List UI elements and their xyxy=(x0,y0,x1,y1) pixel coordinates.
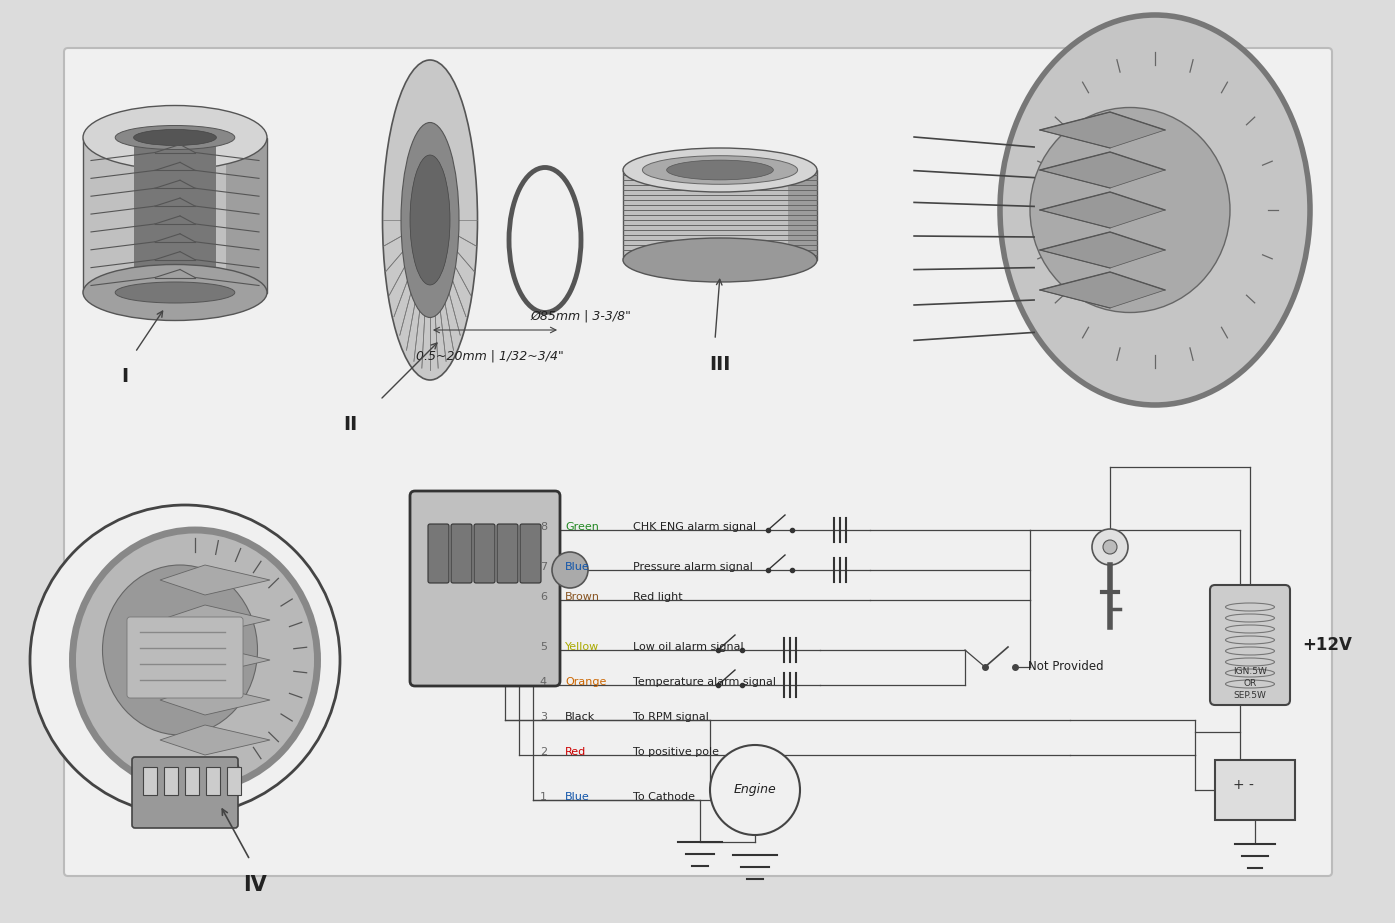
Polygon shape xyxy=(160,645,271,675)
Polygon shape xyxy=(1041,192,1165,228)
Ellipse shape xyxy=(624,148,817,192)
Text: + -: + - xyxy=(1233,778,1254,792)
FancyBboxPatch shape xyxy=(497,524,518,583)
Ellipse shape xyxy=(400,123,459,318)
Polygon shape xyxy=(226,138,266,293)
Text: 5: 5 xyxy=(540,642,547,652)
Text: To RPM signal: To RPM signal xyxy=(633,712,709,722)
Circle shape xyxy=(552,552,589,588)
Polygon shape xyxy=(82,138,266,293)
Text: Low oil alarm signal: Low oil alarm signal xyxy=(633,642,744,652)
Ellipse shape xyxy=(102,565,258,735)
FancyBboxPatch shape xyxy=(451,524,472,583)
Ellipse shape xyxy=(134,129,216,146)
FancyBboxPatch shape xyxy=(127,617,243,698)
FancyBboxPatch shape xyxy=(64,48,1332,876)
FancyBboxPatch shape xyxy=(410,491,559,686)
FancyBboxPatch shape xyxy=(474,524,495,583)
Text: Green: Green xyxy=(565,522,598,532)
Bar xyxy=(144,767,158,795)
Text: III: III xyxy=(709,355,731,374)
Bar xyxy=(1215,760,1295,820)
Bar xyxy=(206,767,220,795)
Text: Orange: Orange xyxy=(565,677,607,687)
Text: Yellow: Yellow xyxy=(565,642,600,652)
Polygon shape xyxy=(160,605,271,635)
Text: I: I xyxy=(121,367,128,387)
Ellipse shape xyxy=(82,105,266,170)
Text: Blue: Blue xyxy=(565,562,590,572)
Circle shape xyxy=(710,745,799,835)
Text: Brown: Brown xyxy=(565,592,600,602)
Text: Black: Black xyxy=(565,712,596,722)
Text: 3: 3 xyxy=(540,712,547,722)
FancyBboxPatch shape xyxy=(133,757,239,828)
Polygon shape xyxy=(1041,152,1165,188)
Polygon shape xyxy=(160,725,271,755)
Polygon shape xyxy=(134,138,216,287)
Polygon shape xyxy=(1041,232,1165,268)
Ellipse shape xyxy=(382,60,477,380)
Polygon shape xyxy=(788,170,817,260)
Ellipse shape xyxy=(73,530,318,790)
Polygon shape xyxy=(1041,272,1165,308)
Text: To positive pole: To positive pole xyxy=(633,747,718,757)
Text: 2: 2 xyxy=(540,747,547,757)
Polygon shape xyxy=(1041,112,1165,148)
Ellipse shape xyxy=(1000,15,1310,405)
Text: Blue: Blue xyxy=(565,792,590,802)
Bar xyxy=(165,767,179,795)
Text: To Cathode: To Cathode xyxy=(633,792,695,802)
Text: 1: 1 xyxy=(540,792,547,802)
Polygon shape xyxy=(160,565,271,595)
FancyBboxPatch shape xyxy=(428,524,449,583)
Text: Red: Red xyxy=(565,747,586,757)
FancyBboxPatch shape xyxy=(1209,585,1290,705)
Polygon shape xyxy=(624,170,817,260)
Text: IGN.5W
OR
SEP.5W: IGN.5W OR SEP.5W xyxy=(1233,667,1267,700)
Text: 7: 7 xyxy=(540,562,547,572)
Text: Pressure alarm signal: Pressure alarm signal xyxy=(633,562,753,572)
Ellipse shape xyxy=(624,238,817,282)
Text: IV: IV xyxy=(243,875,266,895)
Text: +12V: +12V xyxy=(1302,636,1352,654)
Ellipse shape xyxy=(643,156,798,185)
Ellipse shape xyxy=(116,282,234,303)
Text: 6: 6 xyxy=(540,592,547,602)
Ellipse shape xyxy=(410,155,451,285)
Text: Engine: Engine xyxy=(734,784,777,797)
Circle shape xyxy=(1092,529,1129,565)
Text: II: II xyxy=(343,415,357,434)
Ellipse shape xyxy=(1030,107,1230,313)
Text: 0.5~20mm | 1/32~3/4": 0.5~20mm | 1/32~3/4" xyxy=(416,350,564,363)
Text: CHK ENG alarm signal: CHK ENG alarm signal xyxy=(633,522,756,532)
Polygon shape xyxy=(160,685,271,715)
Circle shape xyxy=(31,505,340,815)
Circle shape xyxy=(1103,540,1117,554)
Text: 8: 8 xyxy=(540,522,547,532)
Ellipse shape xyxy=(82,265,266,320)
Bar xyxy=(227,767,241,795)
Text: Temperature alarm signal: Temperature alarm signal xyxy=(633,677,776,687)
FancyBboxPatch shape xyxy=(520,524,541,583)
Text: 4: 4 xyxy=(540,677,547,687)
Text: Ø85mm | 3-3/8": Ø85mm | 3-3/8" xyxy=(530,310,631,323)
Ellipse shape xyxy=(116,126,234,150)
Text: Red light: Red light xyxy=(633,592,682,602)
Ellipse shape xyxy=(667,160,773,180)
Text: Not Provided: Not Provided xyxy=(1028,661,1103,674)
Bar xyxy=(186,767,199,795)
